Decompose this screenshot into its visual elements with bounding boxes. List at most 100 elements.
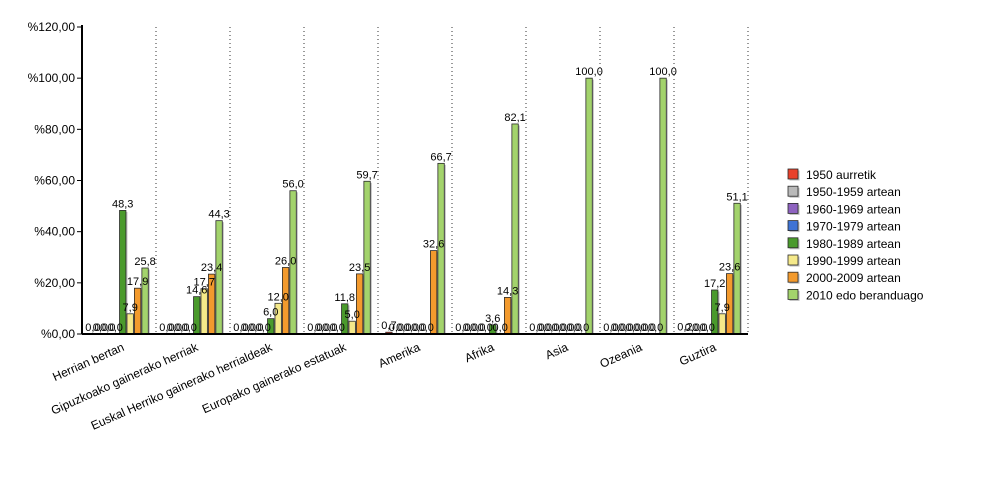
data-label: 23,6 <box>719 262 740 274</box>
data-label: 0,0 <box>574 322 589 334</box>
legend-swatch <box>787 237 799 249</box>
data-label: 0,0 <box>692 322 707 334</box>
data-label: 0,0 <box>611 322 626 334</box>
data-label: 0,0 <box>322 322 337 334</box>
data-label: 0,0 <box>700 322 715 334</box>
legend-swatch <box>787 271 799 283</box>
data-label: 7,9 <box>123 302 138 314</box>
bar <box>585 77 593 335</box>
data-label: 25,8 <box>134 256 155 268</box>
data-label: 0,0 <box>537 322 552 334</box>
data-label: 0,0 <box>159 322 174 334</box>
data-label: 0,0 <box>419 322 434 334</box>
data-label: 0,0 <box>529 322 544 334</box>
data-label: 0,0 <box>93 322 108 334</box>
data-label: 0,0 <box>567 322 582 334</box>
data-label: 0,0 <box>618 322 633 334</box>
data-label: 0,0 <box>167 322 182 334</box>
data-label: 0,0 <box>85 322 100 334</box>
data-label: 0,0 <box>648 322 663 334</box>
data-label: 0,0 <box>411 322 426 334</box>
data-label: 0,0 <box>404 322 419 334</box>
data-label: 48,3 <box>112 198 133 210</box>
data-label: 0,0 <box>174 322 189 334</box>
chart-axes <box>81 25 748 335</box>
data-label: 17,7 <box>193 277 214 289</box>
x-tick-label: Guztira <box>677 340 718 369</box>
data-label: 0,0 <box>100 322 115 334</box>
legend-label: 2000-2009 artean <box>806 271 901 285</box>
data-label: 7,9 <box>715 302 730 314</box>
data-label: 32,6 <box>423 239 444 251</box>
x-tick-label: Ozeania <box>598 340 645 371</box>
data-label: 0,0 <box>544 322 559 334</box>
data-label: 23,5 <box>349 262 370 274</box>
data-label: 0,0 <box>470 322 485 334</box>
y-tick-label: %100,00 <box>28 71 76 85</box>
data-label: 17,2 <box>704 278 725 290</box>
data-label: 0,0 <box>396 322 411 334</box>
bar <box>718 313 726 335</box>
data-label: 0,0 <box>641 322 656 334</box>
data-label: 0,0 <box>307 322 322 334</box>
data-label: 5,0 <box>345 309 360 321</box>
data-label: 56,0 <box>282 179 303 191</box>
data-label: 0,2 <box>677 321 692 333</box>
data-label: 66,7 <box>430 151 451 163</box>
chart-bars <box>119 77 742 335</box>
data-label: 0,0 <box>603 322 618 334</box>
x-tick-label: Amerika <box>376 340 422 371</box>
data-label: 0,0 <box>552 322 567 334</box>
data-label: 0,0 <box>248 322 263 334</box>
data-label: 0,0 <box>493 322 508 334</box>
data-label: 0,0 <box>182 322 197 334</box>
data-label: 14,3 <box>497 285 518 297</box>
data-label: 0,0 <box>463 322 478 334</box>
data-label: 23,4 <box>201 262 222 274</box>
y-axis-ticks: %0,00 %20,00 %40,00 %60,00 %80,00 %100,00 %120… <box>28 20 82 341</box>
data-label: 44,3 <box>208 209 229 221</box>
data-label: 11,8 <box>334 292 355 304</box>
bar <box>348 320 356 335</box>
bar <box>659 77 667 335</box>
legend-label: 1950-1959 artean <box>806 185 901 199</box>
legend-swatch <box>787 288 799 300</box>
data-label: 0,0 <box>330 322 345 334</box>
x-tick-label: Afrika <box>462 340 496 365</box>
x-tick-label: Asia <box>543 340 570 362</box>
bar <box>119 210 127 335</box>
data-label: 3,6 <box>485 313 500 325</box>
y-tick-label: %20,00 <box>34 276 75 290</box>
bar <box>511 123 519 335</box>
legend-label: 1950 aurretik <box>806 168 877 182</box>
legend-swatch <box>787 220 799 232</box>
y-tick-label: %60,00 <box>34 174 75 188</box>
data-label: 0,0 <box>633 322 648 334</box>
data-label: 0,0 <box>455 322 470 334</box>
data-label: 0,0 <box>256 322 271 334</box>
data-label: 26,0 <box>275 255 296 267</box>
chart-legend: 1950 aurretik 1950-1959 artean 1960-1969 a… <box>787 168 924 302</box>
legend-label: 1980-1989 artean <box>806 237 901 251</box>
bar <box>215 220 223 335</box>
bar <box>356 273 364 335</box>
data-label: 0,7 <box>381 320 396 332</box>
bar <box>363 180 371 335</box>
legend-swatch <box>787 202 799 214</box>
data-label: 0,0 <box>559 322 574 334</box>
legend-label: 2010 edo beranduago <box>806 288 924 302</box>
data-label: 14,6 <box>186 285 207 297</box>
data-label: 0,0 <box>626 322 641 334</box>
data-label: 100,0 <box>575 66 603 78</box>
data-label: 59,7 <box>356 169 377 181</box>
data-label: 17,9 <box>127 276 148 288</box>
y-tick-label: %40,00 <box>34 225 75 239</box>
data-label: 51,1 <box>726 191 747 203</box>
data-label: 0,0 <box>315 322 330 334</box>
legend-swatch <box>787 168 799 180</box>
data-label: 0,0 <box>241 322 256 334</box>
y-tick-label: %0,00 <box>41 327 75 341</box>
chart-data-labels: 0,00,00,00,048,37,917,925,80,00,00,00,01… <box>85 66 748 334</box>
